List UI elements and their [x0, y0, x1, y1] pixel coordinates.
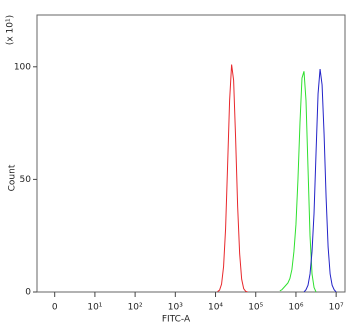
- y-tick-label: 50: [20, 175, 32, 185]
- x-tick-label: 10²: [128, 303, 143, 313]
- y-tick-label: 100: [14, 62, 31, 72]
- y-axis-label: Count: [8, 164, 18, 191]
- x-tick-label: 10⁷: [329, 303, 344, 313]
- x-tick-label: 10⁶: [288, 303, 303, 313]
- series-line: [217, 64, 248, 292]
- x-tick-label: 0: [52, 303, 58, 313]
- x-tick-label: 10¹: [87, 303, 102, 313]
- plot-frame: [36, 14, 346, 293]
- plot-lines: [217, 64, 337, 292]
- y-tick-label: 0: [25, 288, 31, 298]
- x-tick-label: 10⁵: [248, 303, 263, 313]
- x-tick-label: 10⁴: [208, 303, 223, 313]
- x-tick-label: 10³: [168, 303, 183, 313]
- x-axis-label: FITC-A: [162, 315, 191, 325]
- y-multiplier: (x 10¹): [6, 15, 16, 45]
- series-line: [279, 71, 317, 292]
- series-line: [303, 68, 337, 292]
